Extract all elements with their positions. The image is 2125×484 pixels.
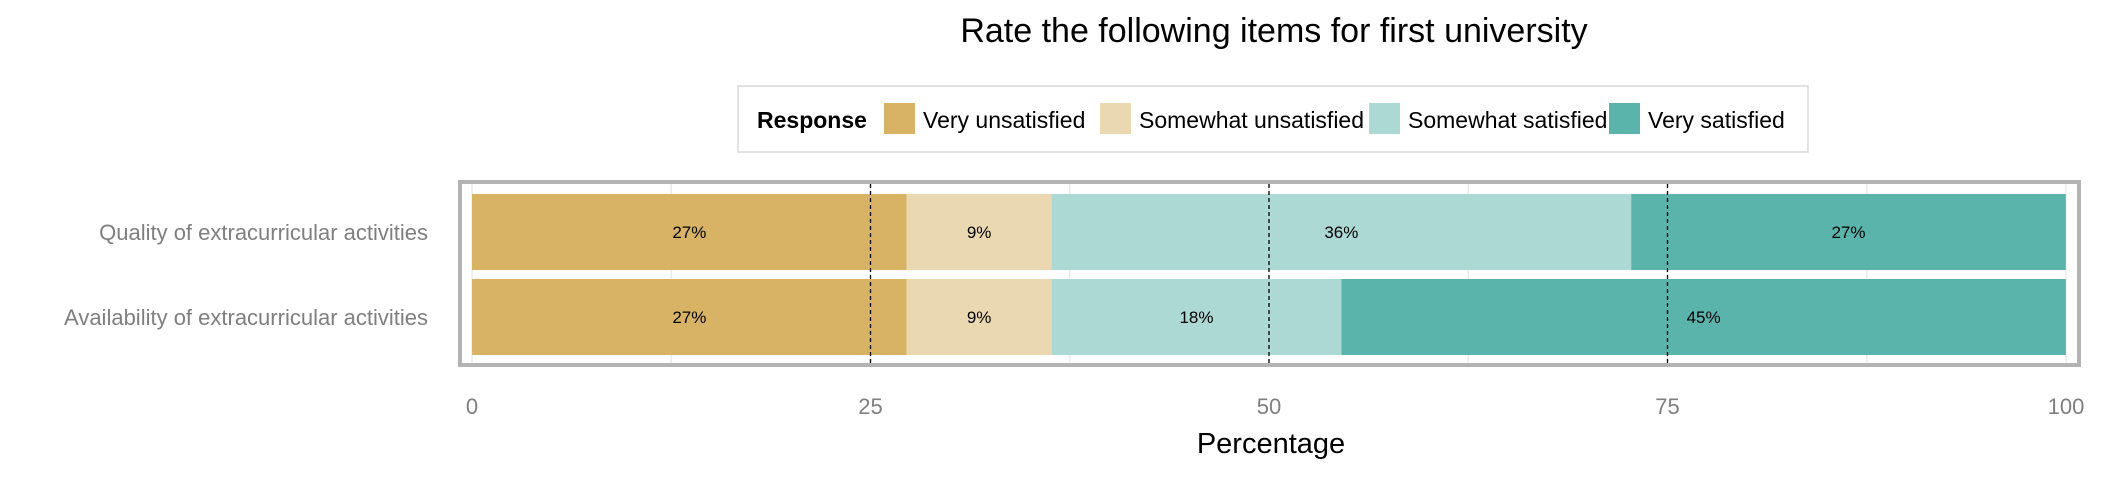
legend-swatch-somewhat-unsatisfied bbox=[1100, 103, 1131, 134]
category-label: Availability of extracurricular activiti… bbox=[64, 305, 428, 330]
bar-value-label: 27% bbox=[1831, 223, 1865, 242]
bar-somewhat-unsatisfied bbox=[906, 194, 1052, 270]
x-tick-label: 75 bbox=[1655, 394, 1679, 419]
category-label: Quality of extracurricular activities bbox=[99, 220, 428, 245]
legend-swatch-somewhat-satisfied bbox=[1369, 103, 1400, 134]
bar-very-satisfied bbox=[1631, 194, 2066, 270]
bar-value-label: 18% bbox=[1179, 308, 1213, 327]
bar-value-label: 27% bbox=[672, 308, 706, 327]
panel-frame bbox=[458, 180, 2081, 367]
x-axis-title: Percentage bbox=[1197, 428, 1345, 460]
legend-swatch-very-satisfied bbox=[1609, 103, 1640, 134]
bar-very-unsatisfied bbox=[472, 194, 907, 270]
bar-value-label: 36% bbox=[1324, 223, 1358, 242]
bar-somewhat-satisfied bbox=[1051, 279, 1342, 355]
legend: Response Very unsatisfied Somewhat unsati… bbox=[737, 85, 1809, 153]
legend-title: Response bbox=[757, 107, 867, 133]
x-tick-label: 100 bbox=[2048, 394, 2085, 419]
plot-area: 27% 9% 36% 27% 27% 9% 18% 45% Quality of extrac… bbox=[64, 180, 2085, 419]
bar-very-satisfied bbox=[1341, 279, 2066, 355]
bar-somewhat-unsatisfied bbox=[906, 279, 1052, 355]
legend-label-very-satisfied: Very satisfied bbox=[1648, 107, 1785, 133]
x-tick-label: 50 bbox=[1257, 394, 1281, 419]
legend-label-somewhat-unsatisfied: Somewhat unsatisfied bbox=[1139, 107, 1364, 133]
bar-very-unsatisfied bbox=[472, 279, 907, 355]
bar-somewhat-satisfied bbox=[1051, 194, 1632, 270]
bar-value-label: 45% bbox=[1687, 308, 1721, 327]
x-tick-label: 0 bbox=[466, 394, 478, 419]
bar-value-label: 9% bbox=[967, 223, 992, 242]
legend-swatch-very-unsatisfied bbox=[884, 103, 915, 134]
chart-title: Rate the following items for first unive… bbox=[960, 12, 1587, 50]
x-tick-label: 25 bbox=[858, 394, 882, 419]
bar-value-label: 27% bbox=[672, 223, 706, 242]
legend-label-somewhat-satisfied: Somewhat satisfied bbox=[1408, 107, 1607, 133]
legend-label-very-unsatisfied: Very unsatisfied bbox=[923, 107, 1085, 133]
bar-value-label: 9% bbox=[967, 308, 992, 327]
